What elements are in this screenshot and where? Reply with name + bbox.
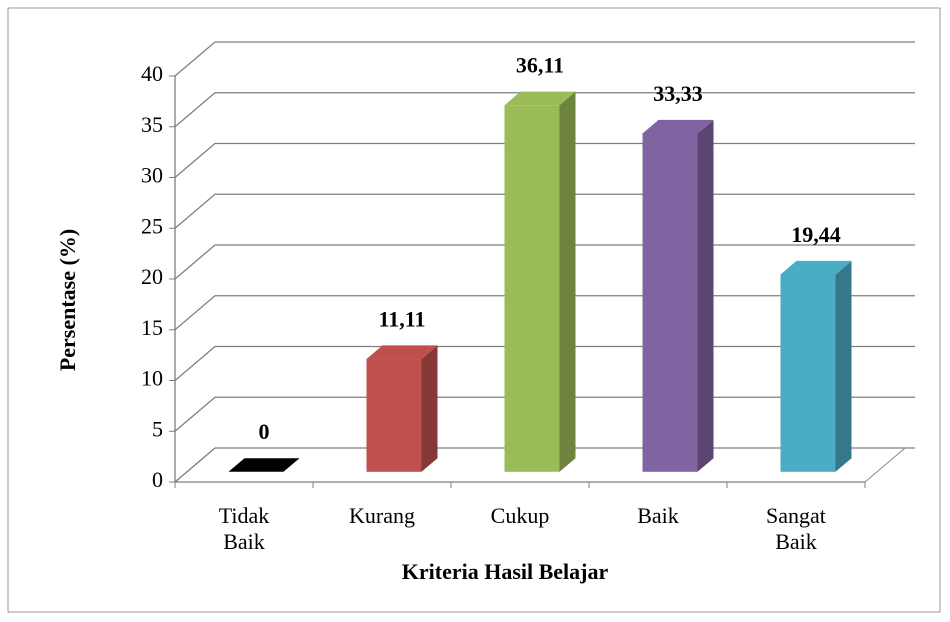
bar-top [366,345,438,360]
bar-side [559,91,576,472]
bar-top [780,260,852,275]
data-label: 11,11 [378,306,425,331]
bar [642,133,698,472]
y-tick-label: 35 [141,112,163,137]
y-tick-label: 0 [152,467,163,492]
x-tick-label: Kurang [349,503,415,528]
bar-side [697,119,714,472]
bar-top [642,119,714,134]
bar [366,359,422,472]
bar-top [504,91,576,106]
data-label: 19,44 [791,222,841,247]
data-label: 36,11 [516,53,564,78]
x-axis-title: Kriteria Hasil Belajar [402,559,609,584]
bar-top [228,458,300,472]
y-axis-title: Persentase (%) [55,229,80,371]
y-tick-label: 5 [152,416,163,441]
x-tick-label: Tidak Baik [218,503,270,554]
grid-line [174,41,915,77]
bar-side [421,345,438,472]
y-tick-label: 25 [141,213,163,238]
data-label: 0 [259,419,270,444]
data-label: 33,33 [653,81,703,106]
bar-side [835,260,852,472]
y-tick-label: 30 [141,163,163,188]
y-tick-label: 15 [141,315,163,340]
grid-line [174,92,915,128]
y-tick-label: 20 [141,264,163,289]
x-tick-label: Sangat Baik [766,503,826,554]
bar [504,105,560,472]
y-tick-label: 10 [141,366,163,391]
x-tick-label: Cukup [490,503,550,528]
y-tick-label: 40 [141,61,163,86]
x-tick-label: Baik [637,503,679,528]
bar [780,274,836,472]
